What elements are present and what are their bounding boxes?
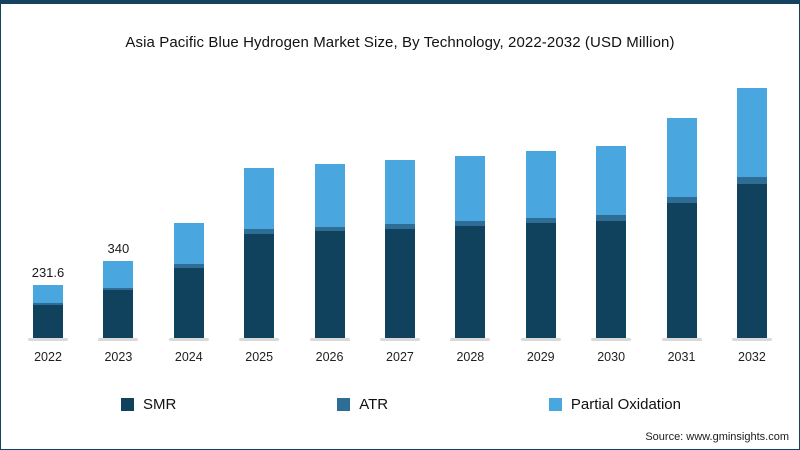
bar-segment-atr	[455, 221, 486, 227]
bar-segment-atr	[525, 218, 556, 224]
bar-stack	[103, 260, 134, 338]
legend-item-smr: SMR	[121, 396, 176, 413]
chart-title: Asia Pacific Blue Hydrogen Market Size, …	[125, 34, 675, 51]
bar-stack	[244, 167, 275, 338]
bar-segment-smr	[666, 203, 697, 338]
bar-stack	[173, 223, 204, 338]
bar-group: 2031	[661, 76, 703, 364]
bar-segment-atr	[314, 226, 345, 232]
bar-stack	[525, 150, 556, 338]
legend-label: Partial Oxidation	[570, 396, 681, 413]
x-axis-label: 2023	[104, 350, 133, 364]
plot-area: 231.6 2022 340 2023 2024 2025 2026 2027 2028 2029…	[1, 76, 799, 364]
bar-segment-partial-oxidation	[314, 164, 345, 227]
bar-group: 231.6 2022	[27, 76, 69, 364]
legend-swatch	[548, 398, 562, 411]
bar-segment-partial-oxidation	[736, 88, 767, 177]
bar-base-shadow	[450, 338, 491, 341]
bar-segment-partial-oxidation	[455, 155, 486, 222]
bar-segment-smr	[33, 305, 63, 338]
bar-segment-atr	[666, 196, 697, 204]
bar-segment-smr	[173, 267, 204, 338]
bar-segment-partial-oxidation	[666, 118, 697, 197]
bar-segment-partial-oxidation	[596, 146, 627, 215]
bar-segment-atr	[384, 224, 415, 230]
x-axis-label: 2032	[738, 350, 766, 364]
legend-item-partial-oxidation: Partial Oxidation	[548, 396, 681, 413]
bar-segment-smr	[736, 183, 767, 338]
bar-base-shadow	[520, 338, 561, 341]
bar-group: 2025	[238, 76, 280, 364]
x-axis-label: 2030	[597, 350, 626, 364]
bar-stack	[736, 88, 767, 338]
bar-segment-atr	[33, 303, 63, 306]
bar-segment-smr	[103, 290, 134, 338]
bar-segment-partial-oxidation	[384, 160, 415, 225]
bar-base-shadow	[98, 338, 139, 341]
legend-label: ATR	[359, 396, 389, 413]
bar-group: 340 2023	[97, 76, 139, 364]
bar-segment-partial-oxidation	[173, 223, 204, 265]
bar-group: 2028	[449, 76, 491, 364]
bar-segment-partial-oxidation	[525, 150, 556, 218]
x-axis-label: 2028	[456, 350, 485, 364]
bar-stack	[455, 155, 486, 338]
bar-total-label: 340	[107, 240, 130, 256]
bar-segment-atr	[244, 229, 275, 234]
bar-segment-smr	[525, 223, 556, 338]
bar-segment-smr	[244, 233, 275, 338]
bar-base-shadow	[309, 338, 350, 341]
x-axis-label: 2022	[34, 350, 62, 364]
bar-group: 2027	[379, 76, 421, 364]
bar-group: 2030	[590, 76, 632, 364]
bar-group: 2029	[520, 76, 562, 364]
legend-label: SMR	[143, 396, 177, 413]
bar-segment-smr	[455, 226, 486, 338]
bar-group: 2026	[309, 76, 351, 364]
x-axis-label: 2024	[174, 350, 203, 364]
bar-segment-smr	[314, 231, 345, 338]
x-axis-label: 2025	[245, 350, 274, 364]
x-axis-label: 2027	[386, 350, 414, 364]
bar-segment-atr	[103, 288, 134, 291]
bar-stack	[314, 164, 345, 338]
bar-segment-partial-oxidation	[244, 167, 275, 230]
bar-base-shadow	[661, 338, 702, 341]
source-text: Source: www.gminsights.com	[645, 431, 789, 443]
bar-total-label: 231.6	[31, 265, 65, 281]
bar-segment-smr	[596, 220, 627, 338]
bar-group: 2024	[168, 76, 210, 364]
bar-segment-partial-oxidation	[103, 260, 134, 289]
legend-swatch	[121, 398, 134, 411]
bar-segment-partial-oxidation	[33, 285, 63, 304]
bar-base-shadow	[731, 338, 772, 341]
bar-segment-atr	[596, 214, 627, 221]
bar-stack	[666, 118, 697, 338]
x-axis-label: 2031	[667, 350, 696, 364]
bar-base-shadow	[379, 338, 420, 341]
bar-base-shadow	[28, 338, 68, 341]
bar-segment-atr	[736, 176, 767, 184]
bar-base-shadow	[239, 338, 280, 341]
bar-stack	[33, 285, 63, 338]
bar-group: 2032	[731, 76, 773, 364]
bar-base-shadow	[591, 338, 632, 341]
bar-base-shadow	[168, 338, 209, 341]
bar-segment-atr	[173, 264, 204, 268]
bar-stack	[596, 146, 627, 338]
legend-swatch	[337, 398, 351, 411]
legend-item-atr: ATR	[337, 396, 388, 413]
legend: SMR ATR Partial Oxidation	[121, 396, 681, 413]
bar-stack	[384, 160, 415, 338]
bar-segment-smr	[384, 229, 415, 338]
x-axis-label: 2029	[526, 350, 555, 364]
x-axis-label: 2026	[315, 350, 344, 364]
